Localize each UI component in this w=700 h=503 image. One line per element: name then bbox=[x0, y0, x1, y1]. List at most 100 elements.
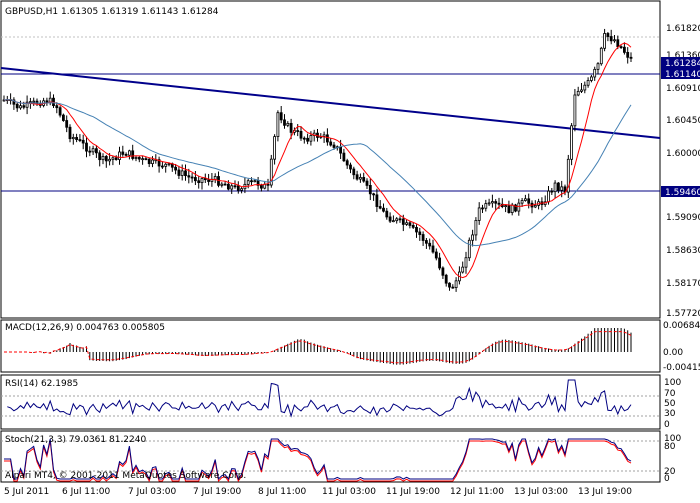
candle-body bbox=[269, 158, 273, 186]
candle bbox=[95, 145, 98, 158]
macd-signal-line bbox=[4, 331, 632, 364]
candle bbox=[464, 251, 468, 274]
svg-text:1.61140: 1.61140 bbox=[665, 70, 700, 80]
candle-body bbox=[408, 222, 412, 226]
candle-body bbox=[226, 183, 230, 190]
candle-body bbox=[362, 177, 366, 182]
candle-body bbox=[448, 282, 451, 288]
candle-body bbox=[167, 163, 171, 166]
candle-body bbox=[134, 157, 138, 159]
rsi-frame bbox=[0, 374, 661, 430]
candle bbox=[286, 121, 290, 128]
candle-body bbox=[418, 231, 422, 235]
candle-body bbox=[454, 280, 458, 288]
candle bbox=[58, 105, 62, 118]
rsi-tick: 0 bbox=[664, 420, 670, 430]
candle-body bbox=[329, 141, 333, 146]
candle-body bbox=[240, 188, 244, 191]
price-axis: 1.61820 1.61360 1.60910 1.60450 1.60000 … bbox=[666, 24, 700, 319]
candle-body bbox=[81, 139, 85, 144]
candle-body bbox=[213, 176, 217, 180]
candle-body bbox=[438, 257, 442, 269]
price-tick: 1.60910 bbox=[666, 84, 700, 94]
candle bbox=[477, 202, 481, 225]
candle-body bbox=[203, 178, 207, 181]
candle-body bbox=[368, 185, 372, 195]
price-tick: 1.60000 bbox=[666, 149, 700, 159]
candle-body bbox=[309, 135, 313, 142]
candle-body bbox=[421, 234, 425, 241]
macd-tick: 0.006849 bbox=[663, 321, 700, 331]
candle bbox=[524, 194, 527, 202]
candle-body bbox=[372, 193, 376, 196]
candle bbox=[629, 52, 633, 62]
candle-body bbox=[68, 126, 72, 140]
candle bbox=[306, 133, 310, 145]
trendline bbox=[0, 67, 661, 139]
candle bbox=[504, 204, 508, 213]
time-tick: 5 Jul 2011 bbox=[4, 487, 49, 497]
candle-body bbox=[553, 182, 557, 193]
candle bbox=[19, 100, 22, 110]
candle bbox=[388, 212, 392, 224]
candle-body bbox=[236, 185, 240, 191]
candle bbox=[193, 171, 197, 186]
candle-body bbox=[599, 47, 603, 65]
candle-body bbox=[444, 274, 448, 284]
candle-body bbox=[431, 245, 435, 253]
rsi-tick: 70 bbox=[664, 389, 676, 399]
candle bbox=[240, 186, 244, 194]
candle-body bbox=[494, 201, 498, 204]
candle bbox=[441, 266, 445, 279]
candle bbox=[111, 156, 115, 166]
candle bbox=[220, 182, 224, 188]
candle-body bbox=[391, 220, 395, 223]
candle-body bbox=[2, 99, 6, 102]
candle-body bbox=[283, 119, 286, 126]
candle-body bbox=[19, 105, 22, 109]
candle bbox=[187, 168, 191, 184]
candle bbox=[15, 102, 19, 112]
candle-body bbox=[207, 179, 211, 182]
candle-body bbox=[22, 105, 26, 108]
candle-body bbox=[352, 168, 356, 176]
candle bbox=[276, 110, 280, 142]
candle-body bbox=[111, 157, 115, 160]
candle bbox=[391, 215, 395, 223]
candle bbox=[405, 219, 409, 226]
candle bbox=[454, 277, 458, 292]
candle bbox=[411, 222, 415, 229]
candle bbox=[12, 97, 16, 110]
candle bbox=[431, 239, 435, 254]
candle bbox=[609, 29, 613, 45]
candle-body bbox=[246, 180, 250, 185]
candle-body bbox=[441, 267, 445, 276]
candle-body bbox=[487, 202, 491, 205]
candle-body bbox=[484, 203, 488, 209]
candle-body bbox=[91, 148, 95, 153]
candle-body bbox=[583, 84, 587, 91]
candle-body bbox=[197, 180, 201, 184]
candle bbox=[253, 179, 257, 183]
candle-body bbox=[345, 160, 349, 166]
candle bbox=[81, 134, 85, 150]
candle-body bbox=[619, 46, 623, 49]
candle-body bbox=[388, 216, 392, 222]
ma-slow-line bbox=[3, 99, 632, 247]
candle-body bbox=[474, 220, 478, 236]
candle bbox=[299, 126, 303, 141]
candle bbox=[448, 282, 451, 291]
candle bbox=[487, 198, 491, 207]
candle-body bbox=[121, 151, 125, 155]
candle-body bbox=[606, 33, 610, 37]
candle bbox=[236, 181, 240, 194]
time-axis: 5 Jul 2011 6 Jul 11:00 7 Jul 03:00 7 Jul… bbox=[4, 487, 632, 497]
candle bbox=[25, 95, 29, 115]
hline-upper-label: 1.61140 bbox=[661, 68, 700, 80]
candle bbox=[408, 220, 412, 229]
indicator-layer bbox=[1, 328, 660, 483]
candle-body bbox=[580, 89, 583, 92]
candle-body bbox=[434, 251, 438, 259]
price-tick: 1.61360 bbox=[666, 51, 700, 61]
